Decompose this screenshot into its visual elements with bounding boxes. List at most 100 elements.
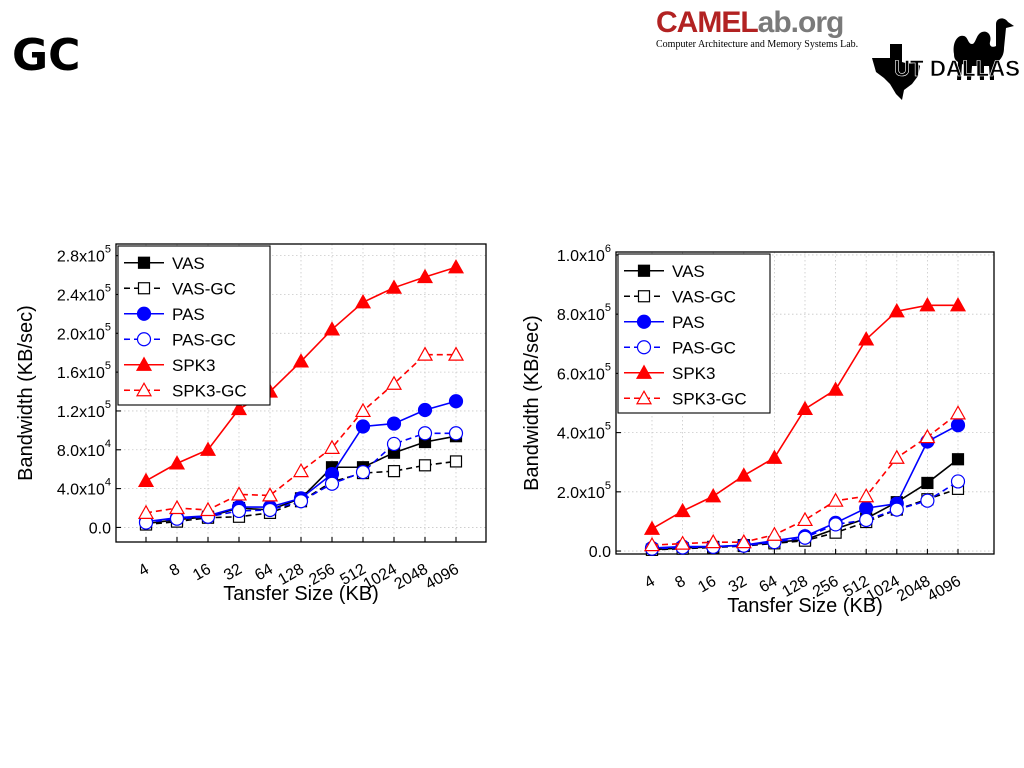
y-tick-exponent: 6: [605, 243, 611, 255]
data-point: [949, 297, 967, 312]
data-point: [199, 501, 217, 517]
data-point: [386, 436, 402, 452]
data-point: [354, 402, 372, 418]
camel-lab-logo: CAMELab.org Computer Architecture and Me…: [656, 6, 858, 51]
data-point: [355, 419, 371, 434]
series-pas-gc: [138, 426, 464, 530]
legend-box: [617, 253, 771, 414]
legend-label: SPK3: [672, 364, 715, 383]
legend-item: PAS: [124, 305, 205, 324]
data-point: [859, 501, 874, 516]
data-point: [796, 511, 814, 527]
data-point: [385, 375, 403, 390]
legend: VAS VAS-GC PAS PAS-GC SPK3 SPK3-GC: [117, 245, 271, 406]
legend-swatch-marker: [136, 332, 152, 347]
y-tick-label: 8.0x105: [557, 302, 611, 324]
y-tick-mantissa: 2.4x10: [57, 287, 105, 304]
data-point: [385, 279, 403, 294]
data-point: [643, 520, 661, 535]
data-point: [417, 402, 433, 418]
legend-label: PAS-GC: [172, 330, 236, 349]
x-tick-label: 4: [642, 573, 658, 592]
y-tick-label: 8.0x104: [57, 438, 111, 460]
legend-swatch-marker: [637, 264, 651, 277]
data-point: [292, 353, 310, 368]
data-point: [643, 536, 661, 552]
legend-swatch-marker: [636, 314, 652, 329]
y-tick-exponent: 5: [105, 282, 111, 294]
y-tick-label: 1.6x105: [57, 360, 111, 382]
y-tick-label: 2.8x105: [57, 244, 111, 266]
legend-label: PAS: [172, 305, 205, 324]
y-tick-mantissa: 8.0x10: [57, 443, 105, 460]
legend-item: SPK3: [124, 356, 215, 375]
chart-left: 0.04.0x1048.0x1041.2x1051.6x1052.0x1052.…: [15, 243, 487, 605]
y-tick-label: 6.0x105: [557, 361, 611, 383]
data-point: [168, 499, 186, 515]
y-tick-exponent: 4: [105, 477, 111, 489]
y-tick-exponent: 5: [605, 480, 611, 492]
legend-label: VAS-GC: [672, 287, 736, 306]
legend-item: VAS: [124, 254, 205, 273]
data-point: [230, 486, 248, 501]
x-tick-label: 16: [695, 573, 719, 597]
data-point: [919, 297, 936, 312]
texas-icon: [872, 44, 920, 100]
y-tick-label: 0.0: [589, 544, 611, 561]
camel-brand-text: CAMEL: [656, 6, 759, 39]
y-tick-label: 0.0: [89, 520, 111, 537]
legend-swatch-marker: [135, 356, 153, 371]
y-tick-exponent: 5: [105, 244, 111, 256]
data-point: [827, 492, 844, 507]
y-tick-label: 2.4x105: [57, 282, 111, 304]
data-point: [416, 268, 434, 284]
ut-dallas-text: UT DALLAS: [894, 56, 1020, 81]
legend-swatch-marker: [635, 364, 653, 379]
data-point: [920, 493, 935, 508]
x-tick-label: 4: [136, 561, 152, 580]
data-point: [888, 302, 905, 318]
data-point: [889, 502, 904, 517]
y-tick-exponent: 4: [105, 438, 111, 450]
data-point: [705, 533, 722, 549]
legend-label: SPK3-GC: [672, 389, 747, 408]
legend-label: SPK3: [172, 356, 215, 375]
data-point: [797, 530, 813, 545]
y-tick-mantissa: 2.0x10: [557, 485, 605, 502]
data-point: [448, 394, 464, 409]
y-tick-mantissa: 1.0x10: [557, 248, 605, 265]
x-tick-label: 8: [672, 573, 688, 592]
data-point: [137, 472, 155, 487]
legend-swatch-marker: [635, 390, 653, 405]
data-point: [354, 294, 372, 309]
data-point: [323, 321, 341, 336]
x-axis-title: Tansfer Size (KB): [727, 595, 883, 617]
data-point: [292, 462, 310, 478]
y-axis-title: Bandwidth (KB/sec): [15, 305, 37, 481]
x-tick-label: 16: [190, 561, 214, 585]
x-tick-label: 32: [221, 561, 245, 585]
data-point: [950, 418, 966, 433]
data-point: [448, 426, 464, 441]
y-tick-label: 1.2x105: [57, 399, 111, 421]
series-line: [145, 353, 456, 514]
camel-brand-domain: ab.org: [757, 6, 845, 39]
legend: VAS VAS-GC PAS PAS-GC SPK3 SPK3-GC: [617, 253, 771, 414]
y-tick-exponent: 5: [605, 421, 611, 433]
series-spk3: [643, 297, 967, 535]
y-tick-label: 1.0x106: [557, 243, 611, 265]
data-point: [261, 487, 279, 502]
y-tick-label: 2.0x105: [557, 480, 611, 502]
data-point: [137, 504, 155, 519]
data-point: [858, 331, 875, 346]
legend-label: VAS: [672, 262, 705, 281]
legend-swatch-marker: [136, 306, 152, 321]
data-point: [705, 488, 722, 503]
y-tick-exponent: 5: [105, 399, 111, 411]
series-line: [651, 412, 959, 546]
y-tick-mantissa: 1.2x10: [57, 404, 105, 421]
data-point: [859, 512, 874, 528]
data-point: [951, 453, 965, 466]
legend-swatch-marker: [637, 290, 651, 303]
y-tick-mantissa: 8.0x10: [557, 307, 605, 324]
